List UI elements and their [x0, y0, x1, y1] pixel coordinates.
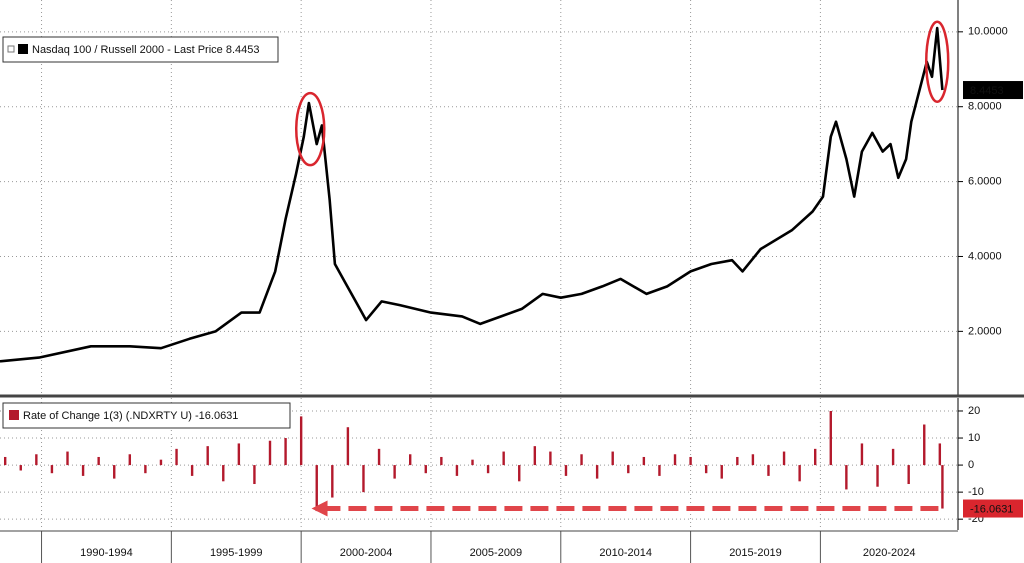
y-tick-label: 2.0000 — [968, 325, 1002, 337]
roc-bar — [66, 451, 69, 466]
roc-bar — [941, 465, 944, 509]
roc-bar — [346, 427, 350, 466]
y-tick-label: 20 — [968, 405, 980, 417]
arrow-head — [311, 500, 328, 517]
y-tick-label: -10 — [968, 486, 984, 498]
legend-label: Rate of Change 1(3) (.NDXRTY U) -16.0631 — [23, 410, 238, 422]
roc-bar — [798, 465, 801, 482]
roc-bar — [3, 456, 7, 466]
roc-bar — [81, 465, 85, 476]
x-tick-label: 1995-1999 — [210, 547, 263, 559]
x-tick-label: 2000-2004 — [340, 547, 393, 559]
legend-label: Nasdaq 100 / Russell 2000 - Last Price 8… — [32, 44, 259, 56]
y-tick-label: 4.0000 — [968, 250, 1002, 262]
y-tick-label: 6.0000 — [968, 175, 1002, 187]
roc-bar — [393, 465, 396, 479]
roc-bar — [580, 454, 583, 466]
last-value-badge — [963, 499, 1023, 518]
highlight-circle — [924, 20, 950, 104]
roc-bar — [627, 465, 630, 474]
roc-bar — [689, 456, 692, 466]
roc-bar — [518, 465, 521, 482]
y-tick-label: 0 — [968, 459, 974, 471]
roc-bar — [938, 443, 942, 466]
last-value-label: -16.0631 — [970, 503, 1013, 515]
legend-swatch — [18, 44, 28, 54]
roc-bar — [642, 456, 646, 466]
y-tick-label: 8.0000 — [968, 101, 1002, 113]
roc-bar — [128, 454, 132, 466]
roc-bar — [923, 424, 926, 466]
x-tick-label: 1990-1994 — [80, 547, 133, 559]
roc-bar — [113, 465, 116, 479]
roc-bar — [362, 465, 365, 493]
roc-bar — [159, 459, 163, 466]
legend-box — [2, 36, 279, 63]
roc-bar — [190, 465, 194, 476]
roc-bar — [907, 465, 910, 485]
legend-expander — [7, 45, 15, 53]
roc-bar — [440, 456, 443, 466]
roc-bar — [502, 451, 505, 466]
roc-bar — [35, 454, 38, 466]
x-tick-label: 2005-2009 — [470, 547, 523, 559]
x-tick-label: 2020-2024 — [863, 547, 916, 559]
roc-bar — [845, 465, 848, 490]
roc-bar — [876, 465, 879, 487]
price-line — [0, 26, 944, 363]
roc-bar — [486, 465, 490, 474]
roc-bar — [331, 465, 334, 498]
roc-bar — [471, 459, 474, 466]
y-tick-label: 10.0000 — [968, 26, 1008, 38]
roc-bar — [704, 465, 708, 474]
legend-swatch — [9, 410, 19, 420]
roc-bar — [782, 451, 786, 466]
roc-bar — [284, 438, 287, 466]
highlight-circle — [294, 91, 326, 167]
roc-bar — [829, 410, 832, 466]
roc-bar — [19, 465, 22, 471]
last-value-label: 8.4453 — [970, 85, 1004, 97]
roc-bar — [222, 465, 225, 482]
last-value-badge — [963, 81, 1023, 100]
roc-bar — [767, 465, 770, 476]
roc-bar — [50, 465, 54, 474]
roc-bar — [409, 454, 412, 466]
roc-bar — [377, 448, 381, 466]
roc-bar — [175, 448, 178, 466]
roc-bar — [736, 456, 739, 466]
roc-bar — [206, 446, 209, 466]
roc-bar — [144, 465, 147, 474]
roc-bar — [658, 465, 661, 476]
roc-bar — [299, 416, 303, 466]
roc-bar — [720, 465, 723, 479]
roc-bar — [595, 465, 599, 479]
roc-bar — [315, 465, 318, 512]
x-tick-label: 2010-2014 — [599, 547, 652, 559]
roc-bar — [751, 454, 755, 466]
roc-bar — [564, 465, 568, 476]
roc-bar — [814, 448, 817, 466]
roc-bar — [97, 456, 100, 466]
roc-bar — [673, 454, 677, 466]
roc-bar — [268, 440, 272, 466]
x-tick-label: 2015-2019 — [729, 547, 782, 559]
roc-bar — [253, 465, 256, 485]
roc-bar — [533, 446, 537, 466]
roc-bar — [611, 451, 614, 466]
roc-bar — [860, 443, 864, 466]
roc-bar — [455, 465, 459, 476]
roc-bar — [237, 443, 241, 466]
roc-bar — [549, 451, 552, 466]
roc-bar — [424, 465, 427, 474]
roc-bar — [891, 448, 895, 466]
y-tick-label: 10 — [968, 432, 980, 444]
legend-box — [2, 402, 291, 429]
